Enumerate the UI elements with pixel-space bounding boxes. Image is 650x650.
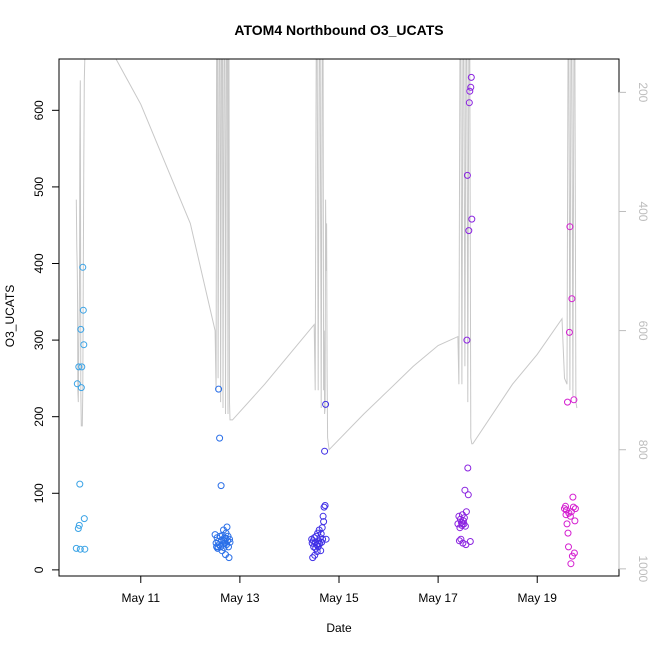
data-point bbox=[79, 306, 87, 314]
data-point bbox=[79, 263, 87, 271]
data-point bbox=[568, 295, 576, 303]
data-point bbox=[321, 447, 329, 455]
data-point bbox=[321, 502, 329, 509]
data-point bbox=[313, 548, 321, 555]
data-point bbox=[566, 512, 574, 520]
x-axis: May 11 May 13 May 15 May 17 May 19 bbox=[122, 575, 558, 605]
data-point bbox=[225, 543, 232, 551]
data-point bbox=[467, 83, 475, 91]
y-tick-label: 0 bbox=[32, 566, 46, 573]
data-point bbox=[564, 529, 572, 537]
y2-tick-label: 1000 bbox=[636, 556, 650, 583]
x-tick-label: May 15 bbox=[319, 591, 359, 605]
data-point bbox=[322, 400, 330, 408]
data-point bbox=[322, 535, 330, 543]
data-point bbox=[80, 515, 88, 523]
data-point bbox=[466, 87, 474, 95]
data-point bbox=[566, 223, 574, 231]
data-point bbox=[216, 434, 224, 442]
data-point bbox=[461, 486, 469, 494]
data-point bbox=[465, 227, 473, 235]
data-point bbox=[462, 508, 470, 516]
data-point bbox=[567, 560, 575, 568]
data-point bbox=[463, 171, 471, 179]
data-point bbox=[563, 520, 571, 528]
data-point bbox=[75, 521, 83, 529]
data-point bbox=[80, 341, 88, 349]
data-point bbox=[468, 215, 476, 223]
data-point bbox=[565, 328, 573, 336]
data-point bbox=[320, 503, 328, 511]
data-point bbox=[214, 543, 222, 551]
data-point bbox=[73, 380, 81, 388]
y2-axis: 200 400 600 800 1000 bbox=[618, 82, 650, 583]
data-point bbox=[467, 73, 475, 81]
data-point bbox=[320, 518, 328, 526]
data-point bbox=[76, 545, 84, 553]
data-point bbox=[319, 512, 327, 520]
data-point bbox=[457, 535, 465, 543]
data-point bbox=[317, 547, 325, 555]
data-point bbox=[72, 544, 80, 552]
data-point bbox=[309, 554, 317, 562]
data-point bbox=[225, 554, 233, 562]
data-point bbox=[570, 549, 578, 557]
data-point bbox=[466, 538, 474, 545]
data-point bbox=[458, 520, 466, 528]
y2-tick-label: 800 bbox=[636, 440, 650, 460]
data-point bbox=[460, 514, 468, 522]
data-point bbox=[220, 537, 228, 545]
data-point bbox=[217, 482, 225, 490]
data-point bbox=[464, 464, 472, 472]
data-point bbox=[314, 540, 322, 548]
y-tick-label: 500 bbox=[32, 177, 46, 197]
plot-frame bbox=[58, 58, 620, 577]
data-point bbox=[74, 525, 82, 532]
data-point bbox=[571, 517, 579, 525]
data-point bbox=[78, 363, 86, 371]
y-tick-label: 100 bbox=[32, 483, 46, 503]
x-tick-label: May 19 bbox=[518, 591, 558, 605]
x-tick-label: May 17 bbox=[418, 591, 458, 605]
pressure-line-layer bbox=[75, 58, 578, 451]
y2-tick-label: 600 bbox=[636, 321, 650, 341]
data-points-layer bbox=[72, 73, 579, 568]
data-point bbox=[81, 545, 89, 553]
y2-tick-label: 200 bbox=[636, 82, 650, 102]
data-point bbox=[569, 493, 577, 501]
x-tick-label: May 11 bbox=[122, 591, 161, 605]
x-tick-label: May 13 bbox=[220, 591, 260, 605]
data-point bbox=[463, 336, 471, 344]
data-point bbox=[215, 385, 223, 393]
data-point bbox=[76, 480, 84, 488]
data-point bbox=[77, 325, 85, 333]
data-point bbox=[75, 363, 83, 371]
pressure-line bbox=[75, 58, 578, 451]
data-point bbox=[222, 535, 230, 542]
data-point bbox=[565, 543, 572, 551]
y-tick-label: 400 bbox=[32, 253, 46, 273]
data-point bbox=[569, 503, 577, 511]
y-tick-label: 300 bbox=[32, 330, 46, 350]
data-point bbox=[223, 523, 231, 531]
y-tick-label: 600 bbox=[32, 100, 46, 120]
data-point bbox=[465, 99, 473, 107]
x-axis-label: Date bbox=[326, 621, 352, 635]
data-point bbox=[455, 537, 463, 545]
y-tick-label: 200 bbox=[32, 406, 46, 426]
data-point bbox=[77, 384, 85, 392]
y-axis-label: O3_UCATS bbox=[3, 285, 17, 347]
data-point bbox=[319, 535, 327, 543]
data-point bbox=[571, 505, 579, 513]
data-point bbox=[564, 398, 571, 406]
data-point bbox=[570, 396, 578, 404]
chart-title: ATOM4 Northbound O3_UCATS bbox=[234, 22, 443, 38]
y2-tick-label: 400 bbox=[636, 201, 650, 221]
y-axis: 0 100 200 300 400 500 600 bbox=[32, 100, 60, 573]
data-point bbox=[464, 491, 472, 499]
data-point bbox=[562, 502, 569, 510]
